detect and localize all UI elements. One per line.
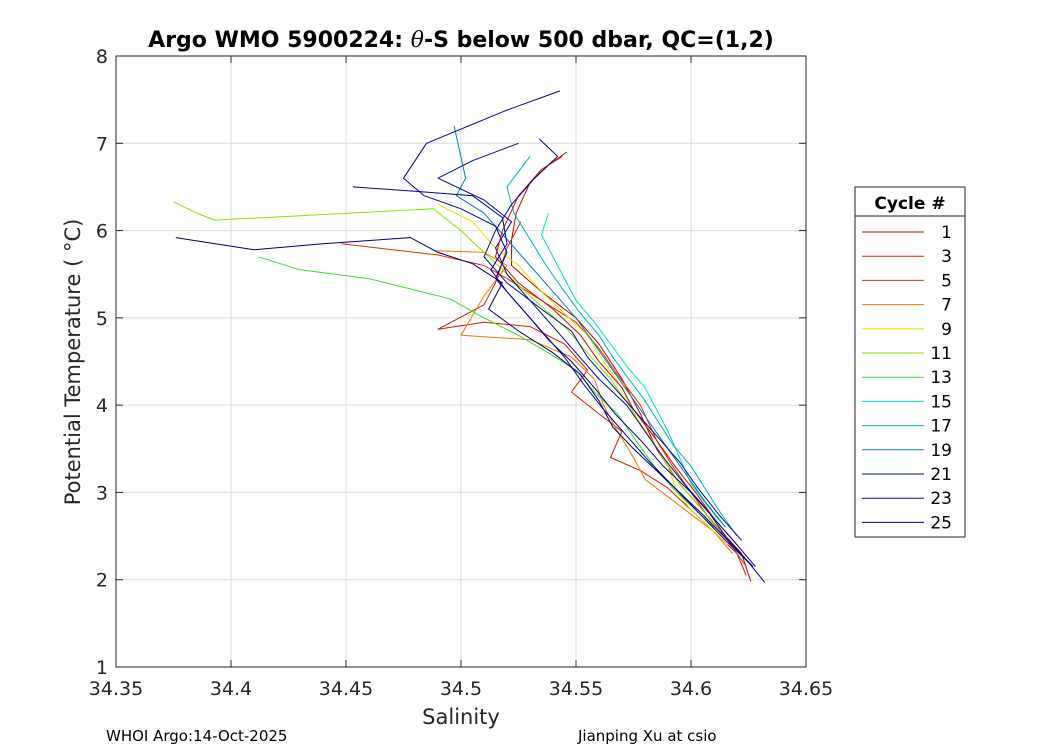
x-tick-label: 34.35	[89, 678, 143, 700]
series-line-cycle-2	[495, 155, 738, 546]
x-tick-labels: 34.35 34.4 34.45 34.5 34.55 34.6 34.65	[89, 678, 833, 700]
chart-title-theta: θ	[411, 28, 424, 53]
chart-title-part-1: Argo WMO 5900224:	[148, 28, 411, 53]
legend-label-cycle-21: 21	[930, 465, 952, 485]
legend-label-cycle-1: 1	[941, 223, 952, 243]
legend-label-cycle-23: 23	[930, 489, 952, 509]
x-tick-label: 34.6	[670, 678, 712, 700]
chart-title: Argo WMO 5900224: θ-S below 500 dbar, QC…	[148, 28, 774, 53]
y-axis-label: Potential Temperature ( °C)	[61, 219, 85, 506]
series-line-cycle-21	[437, 142, 749, 563]
legend-label-cycle-17: 17	[930, 417, 952, 437]
y-tick-label: 3	[96, 482, 108, 504]
x-tick-label: 34.4	[210, 678, 252, 700]
y-tick-label: 4	[96, 395, 108, 417]
y-tick-label: 5	[96, 308, 108, 330]
series-layer	[173, 90, 765, 583]
x-tick-label: 34.5	[440, 678, 482, 700]
series-line-cycle-17	[506, 156, 738, 537]
footer-left: WHOI Argo:14-Oct-2025	[106, 727, 287, 745]
y-tick-label: 8	[96, 46, 108, 68]
legend-label-cycle-25: 25	[930, 513, 952, 533]
y-tick-label: 2	[96, 570, 108, 592]
x-tick-label: 34.55	[549, 678, 603, 700]
legend-label-cycle-5: 5	[941, 271, 952, 291]
chart-title-part-2: -S below 500 dbar, QC=(1,2)	[424, 28, 774, 53]
legend-label-cycle-3: 3	[941, 247, 952, 267]
legend-label-cycle-11: 11	[930, 344, 952, 364]
legend-label-cycle-15: 15	[930, 392, 952, 412]
series-line-cycle-25	[175, 237, 754, 567]
y-tick-label: 7	[96, 133, 108, 155]
legend-label-cycle-13: 13	[930, 368, 952, 388]
series-line-cycle-22	[483, 138, 742, 541]
series-line-cycle-13	[258, 256, 715, 528]
series-line-cycle-7	[433, 250, 733, 554]
legend-label-cycle-19: 19	[930, 441, 952, 461]
legend-label-cycle-7: 7	[941, 296, 952, 316]
x-axis-label: Salinity	[422, 705, 500, 729]
x-tick-label: 34.45	[319, 678, 373, 700]
x-tick-label: 34.65	[779, 678, 833, 700]
series-line-cycle-11	[173, 201, 722, 533]
y-tick-label: 1	[96, 657, 108, 679]
legend-box	[854, 186, 966, 538]
legend-title: Cycle #	[874, 194, 945, 214]
footer-right: Jianping Xu at csio	[577, 727, 717, 745]
series-line-cycle-5	[341, 243, 747, 567]
y-tick-label: 6	[96, 221, 108, 243]
axis-ticks	[115, 55, 807, 668]
series-line-cycle-15	[541, 212, 726, 528]
series-line-cycle-9	[437, 203, 729, 546]
series-line-cycle-19	[453, 125, 726, 528]
legend-label-cycle-9: 9	[941, 320, 952, 340]
series-line-cycle-24	[352, 186, 756, 567]
y-tick-labels: 1 2 3 4 5 6 7 8	[96, 46, 108, 679]
